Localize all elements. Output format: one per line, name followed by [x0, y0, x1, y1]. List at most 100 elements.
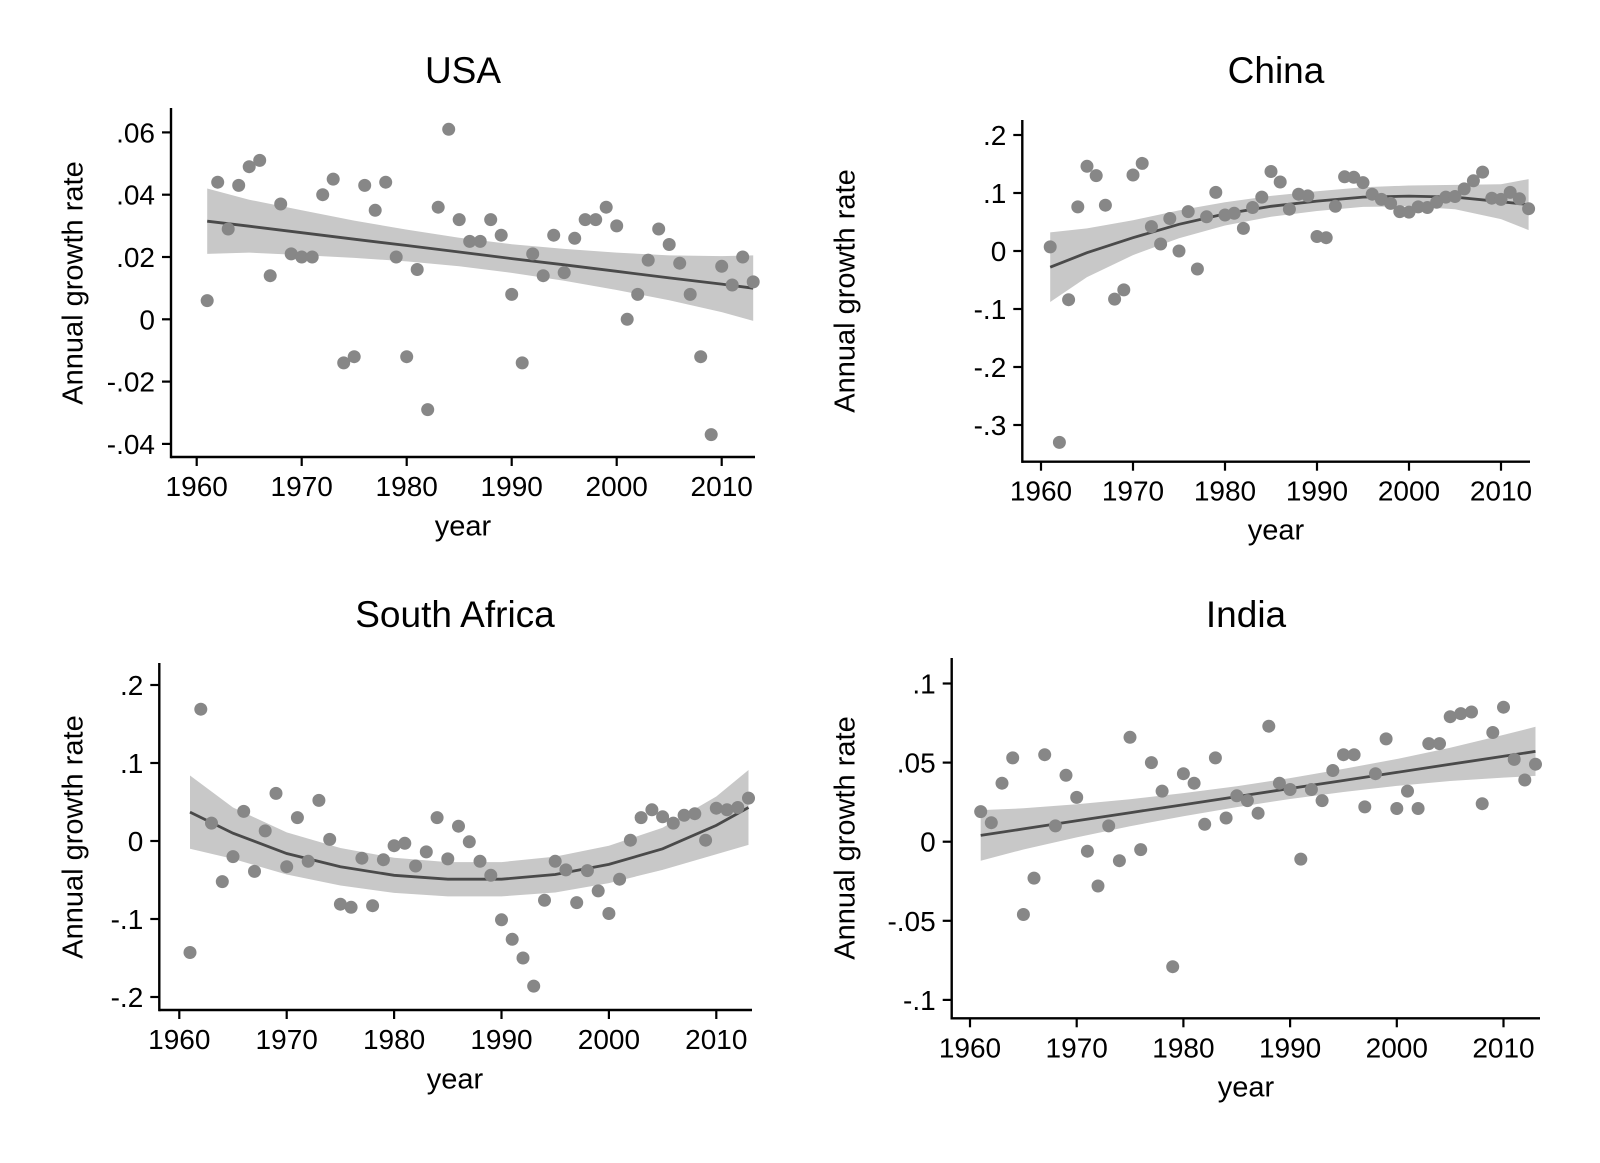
y-tick-label: -.2 — [974, 352, 1007, 383]
data-point — [1497, 700, 1510, 714]
y-axis-label-south-africa: Annual growth rate — [57, 715, 90, 959]
data-point — [1326, 764, 1340, 777]
data-point — [1507, 752, 1521, 766]
chart-title-usa: USA — [424, 50, 502, 91]
data-point — [613, 872, 627, 886]
y-tick-label: -.1 — [111, 904, 144, 935]
x-tick-label: 1960 — [1010, 476, 1072, 507]
data-point — [1384, 196, 1398, 210]
y-tick-label: 0 — [920, 827, 936, 858]
data-point — [326, 172, 340, 186]
data-point — [1227, 206, 1241, 220]
data-point — [645, 803, 659, 817]
data-point — [358, 178, 372, 192]
data-point — [736, 250, 750, 264]
data-point — [683, 287, 697, 301]
data-point — [673, 256, 687, 270]
data-point — [389, 250, 403, 264]
data-point — [631, 287, 645, 301]
data-point — [473, 234, 487, 248]
data-point — [1070, 790, 1084, 804]
data-point — [1172, 244, 1186, 258]
data-point — [984, 816, 998, 830]
data-point — [1089, 169, 1103, 183]
x-axis-label-india: year — [1217, 1071, 1275, 1104]
data-point — [316, 188, 330, 202]
data-point — [1135, 156, 1149, 170]
data-point — [494, 228, 508, 242]
data-point — [221, 222, 235, 236]
y-tick-label: -.02 — [107, 367, 155, 398]
data-point — [1338, 170, 1352, 184]
scatter-points-india — [974, 700, 1542, 974]
data-point — [301, 854, 315, 868]
y-tick-label: .1 — [983, 178, 1006, 209]
axes-china — [1021, 120, 1530, 463]
data-point — [1272, 776, 1286, 790]
data-point — [591, 884, 605, 898]
x-tick-label: 1980 — [363, 1024, 425, 1055]
data-point — [258, 824, 272, 838]
x-axis-label-south-africa: year — [426, 1063, 484, 1096]
y-tick-label: -.1 — [974, 294, 1007, 325]
y-tick-label: .05 — [897, 748, 936, 779]
data-point — [559, 863, 573, 877]
data-point — [1282, 202, 1296, 216]
data-point — [337, 356, 351, 370]
data-point — [1181, 205, 1195, 219]
data-point — [1108, 292, 1122, 306]
data-point — [215, 875, 229, 889]
data-point — [602, 907, 616, 920]
data-point — [263, 269, 277, 283]
x-tick-label: 2000 — [578, 1024, 640, 1055]
data-point — [623, 833, 637, 847]
data-point — [634, 811, 648, 825]
data-point — [484, 868, 498, 882]
data-point — [290, 811, 304, 825]
x-tick-label: 1960 — [148, 1024, 210, 1055]
data-point — [1027, 871, 1041, 885]
data-point — [1059, 768, 1073, 782]
fit-line-south-africa — [189, 806, 750, 881]
data-point — [1401, 784, 1414, 798]
y-tick-label: .2 — [120, 670, 143, 701]
data-point — [1337, 748, 1350, 762]
data-point — [355, 851, 369, 865]
data-point — [1251, 806, 1265, 820]
y-tick-label: 0 — [991, 236, 1007, 267]
data-point — [1098, 198, 1112, 212]
x-tick-label: 2000 — [1366, 1032, 1428, 1063]
x-tick-label: 2010 — [685, 1024, 747, 1055]
x-tick-label: 1970 — [1046, 1032, 1108, 1063]
data-point — [421, 403, 435, 417]
data-point — [1240, 794, 1254, 808]
axes-south-africa — [158, 663, 752, 1012]
data-point — [725, 278, 739, 292]
data-point — [1486, 726, 1500, 739]
y-tick-label: .04 — [116, 180, 155, 211]
data-point — [1262, 719, 1276, 733]
data-point — [1187, 776, 1201, 790]
data-point — [1304, 783, 1318, 796]
data-point — [547, 228, 561, 242]
data-point — [688, 807, 702, 821]
data-point — [452, 819, 465, 833]
x-tick-label: 1980 — [1152, 1032, 1214, 1063]
data-point — [1529, 757, 1542, 771]
data-point — [505, 932, 519, 946]
data-point — [1144, 756, 1158, 770]
data-point — [1393, 205, 1407, 219]
data-point — [709, 801, 723, 815]
data-point — [1134, 843, 1148, 857]
x-tick-label: 2000 — [1378, 476, 1440, 507]
data-point — [232, 178, 246, 192]
data-point — [620, 312, 634, 326]
data-point — [746, 275, 760, 289]
x-axis-label-usa: year — [434, 510, 492, 543]
data-point — [1454, 707, 1468, 721]
data-point — [1163, 212, 1177, 225]
data-point — [312, 793, 326, 807]
data-point — [699, 833, 713, 847]
